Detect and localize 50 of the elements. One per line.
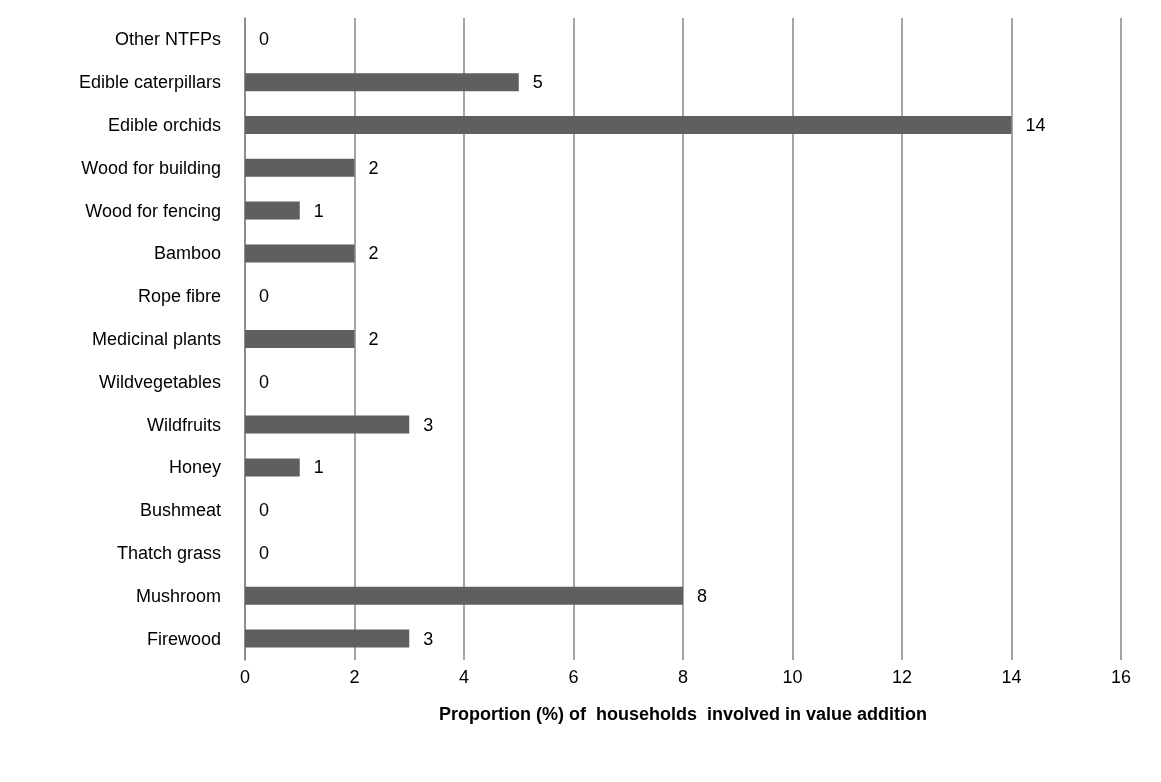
bar (245, 586, 683, 605)
y-tick-label: Medicinal plants (91, 329, 221, 349)
data-label: 2 (368, 157, 379, 178)
y-tick-label: Mushroom (135, 585, 221, 606)
data-label: 5 (532, 72, 543, 93)
y-tick-label: Other NTFPs (114, 29, 221, 50)
y-tick-label: Bamboo (153, 243, 221, 264)
data-label: 8 (697, 585, 708, 606)
y-tick-label: Wildfruits (146, 414, 221, 435)
y-tick-label: Edible orchids (107, 115, 221, 135)
y-tick-label: Wood for building (81, 157, 221, 178)
data-label: 1 (313, 200, 324, 221)
y-tick-label: Bushmeat (139, 500, 221, 521)
data-label: 0 (259, 371, 270, 392)
x-tick-label: 4 (458, 667, 470, 687)
x-tick-label: 14 (1001, 667, 1022, 687)
x-axis-title: Proportion (%) of households involved in value addition (438, 704, 928, 724)
x-tick-label: 2 (349, 667, 360, 687)
y-tick-label: Wildvegetables (98, 371, 221, 392)
bar (245, 158, 355, 177)
data-label: 0 (259, 29, 270, 50)
bar (245, 201, 300, 220)
x-tick-label: 0 (239, 667, 251, 687)
bar (245, 458, 300, 477)
y-tick-label: Rope fibre (137, 286, 221, 307)
y-tick-label: Wood for fencing (85, 200, 221, 221)
data-label: 3 (423, 628, 434, 649)
bar (245, 330, 355, 348)
bar (245, 244, 355, 263)
x-tick-label: 8 (677, 667, 689, 687)
bar (245, 415, 410, 434)
data-label: 14 (1025, 115, 1046, 135)
data-label: 2 (368, 243, 379, 264)
bar (245, 629, 410, 648)
x-tick-label: 16 (1110, 667, 1132, 687)
data-label: 0 (259, 543, 270, 563)
data-label: 3 (423, 414, 434, 435)
data-label: 1 (313, 457, 324, 478)
y-tick-label: Thatch grass (116, 543, 221, 563)
bar (245, 73, 519, 92)
x-tick-label: 6 (568, 667, 579, 687)
x-tick-label: 10 (782, 667, 803, 687)
y-tick-label: Honey (168, 457, 221, 478)
y-tick-label: Edible caterpillars (78, 72, 221, 93)
data-label: 0 (259, 286, 270, 307)
x-tick-label: 12 (891, 667, 913, 687)
data-label: 0 (259, 500, 270, 521)
data-label: 2 (368, 329, 379, 349)
y-tick-label: Firewood (146, 628, 221, 649)
bar (245, 116, 1012, 134)
